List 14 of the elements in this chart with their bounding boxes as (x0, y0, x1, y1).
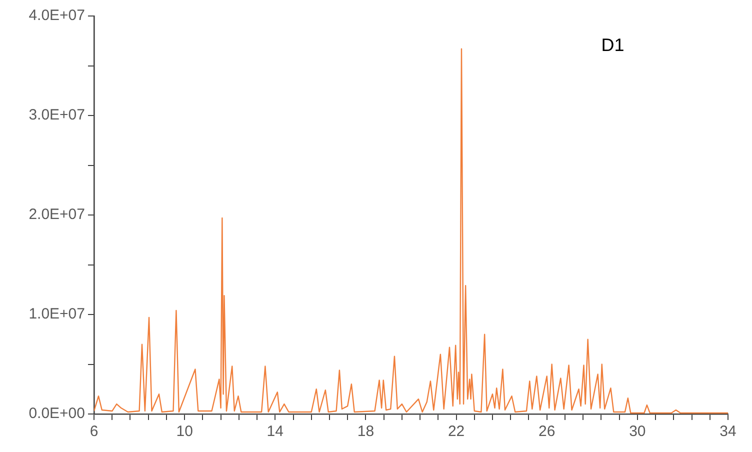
x-tick-label: 30 (629, 423, 646, 440)
y-tick-label: 1.0E+07 (28, 306, 85, 323)
x-tick-label: 10 (176, 423, 193, 440)
x-tick-label: 14 (266, 423, 284, 440)
x-tick-label: 18 (357, 423, 374, 440)
y-tick-label: 0.0E+00 (28, 405, 85, 422)
y-tick-label: 2.0E+07 (28, 206, 85, 224)
y-tick-label: 3.0E+07 (28, 106, 85, 124)
x-tick-label: 22 (448, 423, 465, 440)
x-tick-label: 26 (538, 423, 556, 440)
y-tick-label: 4.0E+07 (28, 7, 85, 24)
annotation: D1 (601, 34, 624, 55)
x-tick-label: 6 (90, 423, 98, 440)
x-tick-label: 34 (720, 423, 736, 440)
